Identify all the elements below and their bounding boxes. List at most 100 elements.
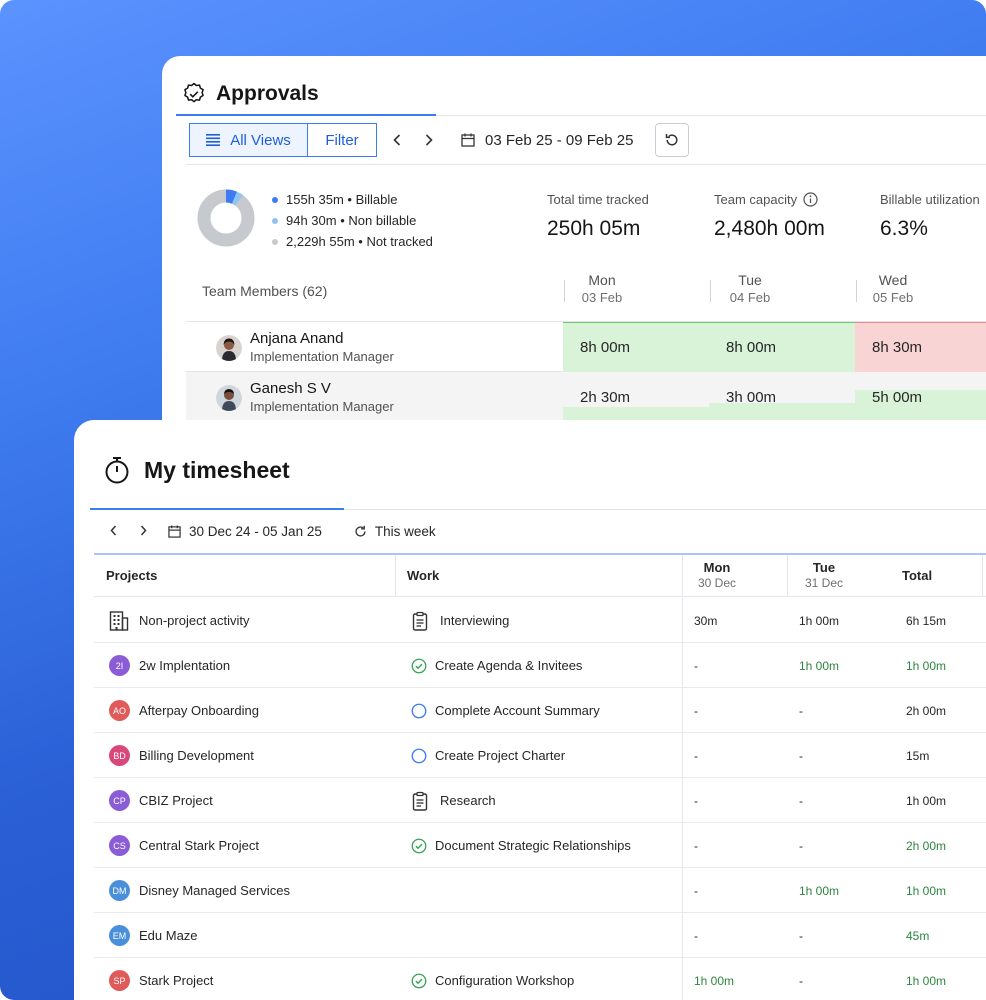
hours-cell-mon[interactable]: - [694, 659, 698, 673]
circle-outline-icon [410, 701, 430, 721]
table-row[interactable]: AO Afterpay Onboarding Complete Account Su… [94, 688, 986, 733]
table-row[interactable]: DM Disney Managed Services - 1h 00m 1h 00m [94, 868, 986, 913]
team-capacity-stat: Team capacity 2,480h 00m [714, 192, 825, 241]
next-week-button[interactable] [128, 523, 158, 539]
hours-cell-mon[interactable]: - [694, 749, 698, 763]
day-date: 05 Feb [872, 290, 914, 305]
work-column-header: Work [407, 568, 440, 583]
legend-label: 155h 35m • Billable [286, 192, 398, 207]
table-row[interactable]: BD Billing Development Create Project Char… [94, 733, 986, 778]
hours-cell-wed[interactable]: 8h 30m [855, 322, 986, 372]
hours-cell-tue[interactable]: - [799, 974, 803, 988]
total-hours-cell: 45m [906, 929, 930, 943]
hours-cell-tue[interactable]: 1h 00m [799, 659, 840, 673]
stopwatch-icon [105, 457, 129, 484]
hours-cell-mon[interactable]: 2h 30m [563, 372, 709, 422]
total-hours-cell: 1h 00m [906, 794, 947, 808]
legend-dot [272, 196, 278, 203]
hours-cell-tue[interactable]: - [799, 704, 803, 718]
stat-label-row: Team capacity [714, 192, 825, 207]
table-row[interactable]: 2I 2w Implentation Create Agenda & Invitee… [94, 643, 986, 688]
hours-cell-mon[interactable]: 30m [694, 614, 718, 628]
reset-button[interactable] [655, 123, 690, 157]
project-avatar: BD [109, 745, 130, 766]
hours-value: 8h 00m [726, 339, 777, 356]
hours-cell-mon[interactable]: 1h 00m [694, 974, 735, 988]
work-item-name: Interviewing [440, 613, 510, 628]
hours-cell-tue[interactable]: 1h 00m [799, 884, 840, 898]
check-circle-icon [410, 656, 430, 676]
date-range-picker[interactable]: 30 Dec 24 - 05 Jan 25 [168, 524, 322, 539]
stat-value: 6.3% [880, 217, 928, 240]
circle-outline-icon [410, 746, 430, 766]
hours-cell-mon[interactable]: - [694, 704, 698, 718]
approvals-header: Approvals [182, 78, 319, 110]
check-circle-icon [410, 971, 430, 991]
hours-cell-tue[interactable]: - [799, 929, 803, 943]
chevron-left-icon [393, 134, 401, 146]
hours-cell-tue[interactable]: 1h 00m [799, 614, 840, 628]
table-row[interactable]: SP Stark Project Configuration Workshop 1h … [94, 958, 986, 1000]
project-name: Billing Development [139, 748, 254, 763]
hours-value: 8h 30m [872, 339, 923, 356]
all-views-label: All Views [230, 131, 291, 149]
hours-cell-mon[interactable]: - [694, 794, 698, 808]
date-range-picker[interactable]: 03 Feb 25 - 09 Feb 25 [461, 132, 633, 149]
page-title: My timesheet [144, 456, 290, 483]
refresh-icon [355, 525, 366, 537]
day-date: 31 Dec [804, 576, 844, 590]
project-avatar: CP [109, 790, 130, 811]
filter-label: Filter [325, 131, 359, 149]
team-member-row[interactable]: Ganesh S V Implementation Manager 2h 30m… [186, 372, 986, 422]
table-row[interactable]: Non-project activity Interviewing 30m 1h 00… [94, 598, 986, 643]
column-divider [682, 598, 683, 1000]
billable-utilization-stat: Billable utilization 6.3% [880, 192, 980, 241]
hours-cell-mon[interactable]: - [694, 884, 698, 898]
approvals-panel: Approvals All Views Filter [162, 56, 986, 426]
project-name: Non-project activity [139, 613, 250, 628]
title-underline [90, 508, 344, 510]
hours-cell-tue[interactable]: 8h 00m [709, 322, 855, 372]
day-date: 30 Dec [697, 576, 737, 590]
stat-value: 250h 05m [547, 217, 641, 240]
info-icon[interactable] [803, 192, 818, 207]
hours-cell-tue[interactable]: - [799, 839, 803, 853]
date-range-text: 30 Dec 24 - 05 Jan 25 [189, 523, 322, 539]
building-icon [108, 610, 130, 632]
column-divider [787, 555, 788, 597]
previous-week-button[interactable] [98, 523, 128, 539]
hours-cell-wed[interactable]: 5h 00m [855, 372, 986, 422]
team-table-header: Team Members (62) Mon 03 Feb Tue 04 Feb … [186, 262, 986, 322]
project-name: Disney Managed Services [139, 883, 291, 898]
this-week-button[interactable]: This week [354, 524, 436, 539]
hours-cell-mon[interactable]: - [694, 839, 698, 853]
member-name: Ganesh S V [250, 380, 331, 397]
hours-value: 5h 00m [872, 388, 923, 406]
filter-button[interactable]: Filter [308, 124, 376, 156]
hours-cell-mon[interactable]: - [694, 929, 698, 943]
project-name: 2w Implentation [139, 658, 231, 673]
day-header-mon: Mon 30 Dec [687, 560, 747, 590]
project-avatar: SP [109, 970, 130, 991]
hours-cell-mon[interactable]: 8h 00m [563, 322, 709, 372]
all-views-button[interactable]: All Views [190, 124, 308, 156]
day-header-tue: Tue 31 Dec [794, 560, 854, 590]
total-hours-cell: 2h 00m [906, 704, 947, 718]
chevron-right-icon [425, 134, 433, 146]
table-row[interactable]: CP CBIZ Project Research - - 1h 00m [94, 778, 986, 823]
total-time-stat: Total time tracked 250h 05m [547, 192, 649, 241]
calendar-icon [168, 524, 181, 538]
chevron-right-icon [140, 525, 147, 536]
table-row[interactable]: EM Edu Maze - - 45m [94, 913, 986, 958]
hours-cell-tue[interactable]: - [799, 749, 803, 763]
next-week-button[interactable] [413, 123, 445, 157]
project-avatar: EM [109, 925, 130, 946]
hours-value: 3h 00m [726, 388, 777, 406]
hours-cell-tue[interactable]: 3h 00m [709, 372, 855, 422]
hours-cell-tue[interactable]: - [799, 794, 803, 808]
team-member-row[interactable]: Anjana Anand Implementation Manager 8h 0… [186, 322, 986, 372]
member-name: Anjana Anand [250, 330, 344, 347]
table-row[interactable]: CS Central Stark Project Document Strategi… [94, 823, 986, 868]
column-divider [856, 280, 857, 302]
previous-week-button[interactable] [381, 123, 413, 157]
